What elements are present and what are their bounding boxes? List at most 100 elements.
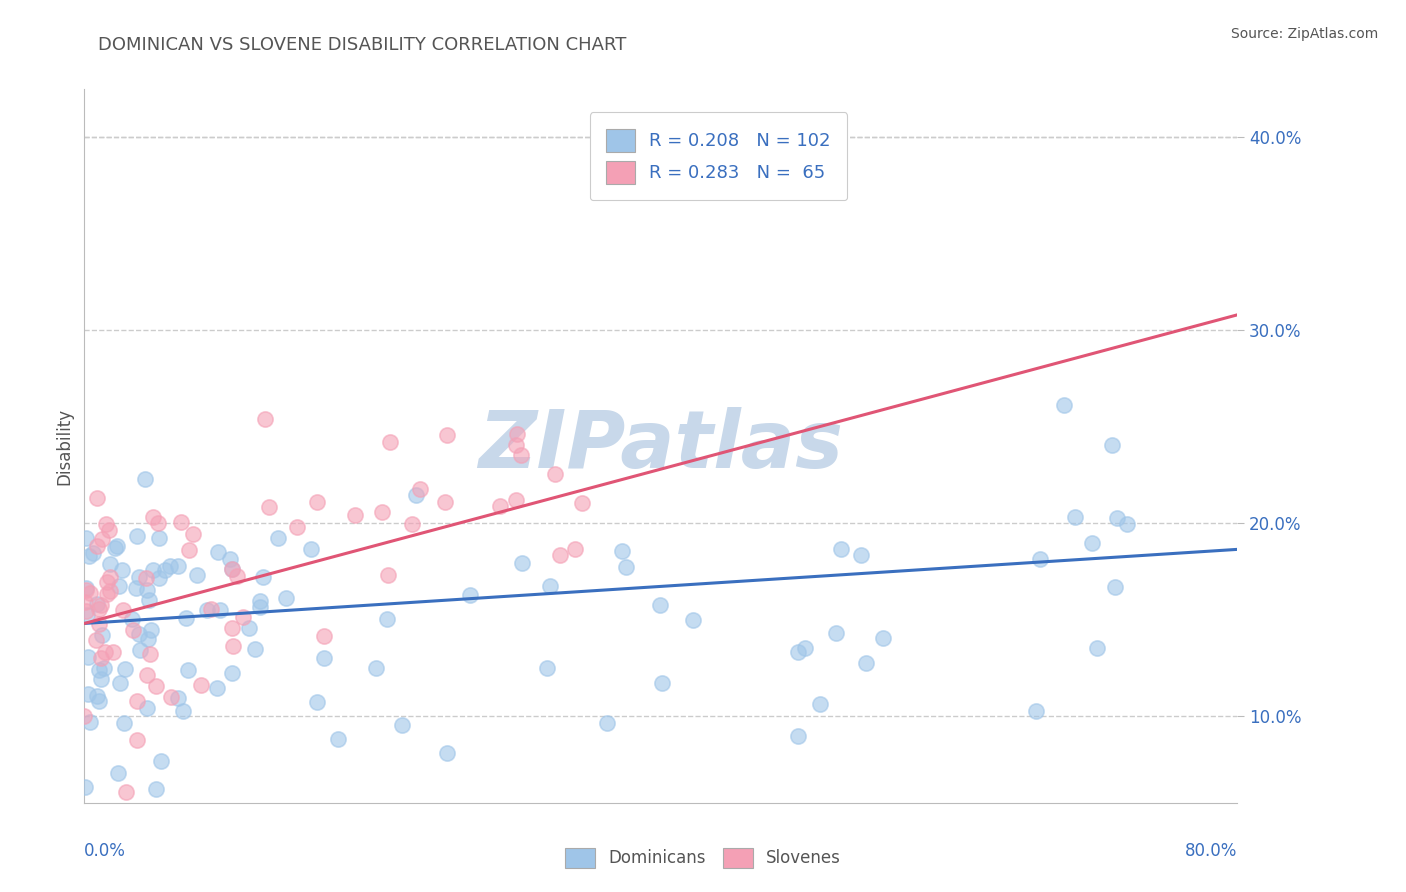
Point — [86, 491, 108, 505]
Point — [326, 732, 349, 747]
Point — [79, 549, 101, 564]
Point — [170, 515, 193, 529]
Point — [266, 531, 288, 545]
Point — [1025, 704, 1047, 718]
Text: Source: ZipAtlas.com: Source: ZipAtlas.com — [1230, 27, 1378, 41]
Legend: Dominicans, Slovenes: Dominicans, Slovenes — [558, 841, 848, 875]
Point — [111, 603, 134, 617]
Point — [207, 681, 229, 695]
Point — [86, 597, 108, 611]
Point — [312, 629, 335, 643]
Point — [91, 532, 114, 546]
Text: ZIPatlas: ZIPatlas — [478, 407, 844, 485]
Point — [1053, 398, 1076, 412]
Point — [207, 545, 229, 559]
Point — [610, 544, 633, 558]
Point — [505, 437, 527, 451]
Point — [195, 603, 218, 617]
Point — [222, 639, 245, 653]
Point — [232, 610, 254, 624]
Point — [252, 570, 274, 584]
Point — [86, 539, 108, 553]
Point — [97, 523, 120, 537]
Point — [787, 730, 810, 744]
Point — [505, 492, 527, 507]
Point — [371, 505, 394, 519]
Point — [830, 541, 852, 556]
Point — [851, 548, 873, 562]
Point — [160, 690, 183, 705]
Point — [79, 714, 101, 729]
Point — [125, 529, 148, 543]
Point — [257, 500, 280, 514]
Point — [274, 591, 297, 605]
Point — [96, 587, 118, 601]
Point — [112, 715, 135, 730]
Point — [786, 645, 808, 659]
Point — [1101, 438, 1123, 452]
Point — [391, 717, 413, 731]
Point — [129, 643, 152, 657]
Point — [245, 641, 267, 656]
Point — [177, 664, 200, 678]
Point — [84, 633, 107, 648]
Point — [135, 572, 157, 586]
Point — [89, 616, 111, 631]
Point — [148, 531, 170, 545]
Point — [94, 516, 117, 531]
Point — [1081, 535, 1104, 549]
Point — [488, 499, 510, 513]
Point — [200, 601, 222, 615]
Point — [287, 520, 309, 534]
Point — [135, 667, 157, 681]
Point — [434, 495, 457, 509]
Point — [110, 675, 132, 690]
Point — [90, 651, 112, 665]
Point — [209, 603, 232, 617]
Point — [76, 607, 98, 622]
Point — [221, 561, 243, 575]
Point — [79, 586, 101, 600]
Point — [312, 650, 335, 665]
Point — [1063, 509, 1085, 524]
Point — [90, 672, 112, 686]
Point — [238, 621, 260, 635]
Point — [121, 612, 143, 626]
Point — [86, 689, 108, 703]
Point — [343, 508, 366, 523]
Point — [221, 666, 243, 681]
Point — [89, 602, 111, 616]
Point — [138, 592, 160, 607]
Point — [167, 691, 190, 706]
Point — [305, 495, 328, 509]
Point — [536, 661, 558, 675]
Point — [596, 716, 619, 731]
Point — [98, 584, 121, 599]
Point — [548, 548, 571, 562]
Point — [855, 656, 877, 670]
Point — [301, 542, 323, 557]
Point — [506, 427, 529, 442]
Point — [1029, 552, 1052, 566]
Point — [181, 527, 204, 541]
Point — [89, 664, 111, 678]
Point — [128, 627, 150, 641]
Point — [93, 661, 115, 675]
Point — [75, 582, 97, 596]
Point — [75, 582, 97, 597]
Point — [1105, 511, 1128, 525]
Point — [1115, 517, 1137, 532]
Point — [377, 567, 399, 582]
Point — [98, 570, 121, 584]
Point — [125, 732, 148, 747]
Point — [125, 581, 148, 595]
Point — [186, 567, 208, 582]
Point — [226, 569, 249, 583]
Point — [219, 552, 242, 566]
Point — [221, 562, 243, 576]
Point — [73, 595, 96, 609]
Point — [142, 563, 165, 577]
Point — [87, 693, 110, 707]
Point — [401, 517, 423, 532]
Point — [176, 611, 198, 625]
